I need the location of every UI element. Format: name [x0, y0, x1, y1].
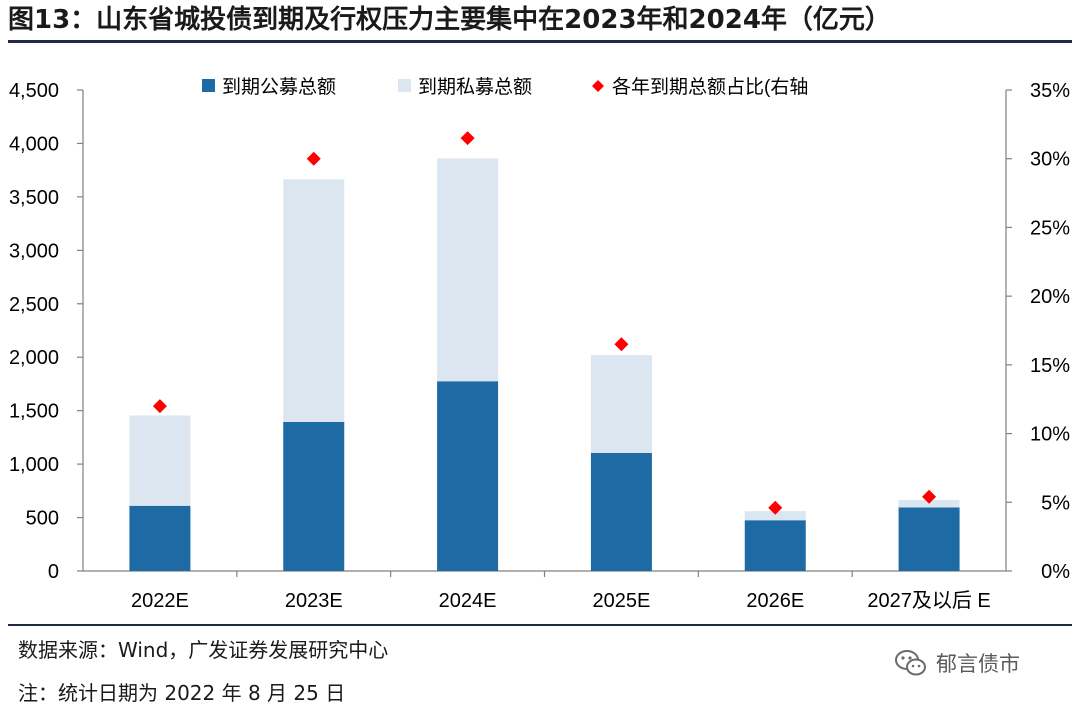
left-tick-label: 2,000	[9, 347, 59, 369]
left-tick-label: 500	[26, 508, 59, 530]
x-tick-label: 2026E	[746, 590, 804, 612]
markers-group	[152, 131, 937, 515]
legend-swatch-1	[398, 79, 411, 92]
right-tick-label: 15%	[1030, 355, 1070, 377]
title-divider	[8, 40, 1072, 43]
x-tick-label: 2025E	[592, 590, 650, 612]
watermark: 郁言债市	[894, 646, 1020, 680]
x-tick-label: 2022E	[131, 590, 189, 612]
legend-label-1: 到期私募总额	[418, 76, 532, 98]
left-tick-label: 1,500	[9, 401, 59, 423]
x-tick-label: 2024E	[439, 590, 497, 612]
right-tick-label: 35%	[1030, 80, 1070, 102]
watermark-text: 郁言债市	[936, 652, 1020, 676]
bar-private-2024E	[437, 158, 499, 382]
bar-public-2027及以后 E	[898, 507, 960, 571]
left-tick-label: 0	[48, 561, 59, 583]
legend-label-0: 到期公募总额	[222, 76, 336, 98]
left-tick-label: 3,500	[9, 187, 59, 209]
bar-public-2025E	[590, 452, 652, 571]
bar-private-2022E	[129, 415, 191, 506]
right-tick-label: 25%	[1030, 217, 1070, 239]
left-tick-label: 2,500	[9, 294, 59, 316]
x-tick-label: 2023E	[285, 590, 343, 612]
left-tick-label: 4,500	[9, 80, 59, 102]
source-note: 数据来源：Wind，广发证券发展研究中心	[18, 638, 389, 662]
right-tick-label: 30%	[1030, 149, 1070, 171]
bar-public-2022E	[129, 505, 191, 571]
legend-label-2: 各年到期总额占比(右轴	[612, 76, 808, 98]
ratio-marker-2027及以后 E	[922, 489, 937, 504]
right-tick-label: 20%	[1030, 286, 1070, 308]
right-tick-label: 0%	[1041, 561, 1070, 583]
x-tick-label: 2027及以后 E	[867, 589, 990, 612]
bar-private-2025E	[590, 355, 652, 453]
axes-group	[77, 89, 1012, 577]
bars-group	[129, 158, 960, 571]
stacked-bar-chart: 0 500 1,000 1,500 2,000 2,500 3,000 3,500 4,000 4…	[9, 76, 1070, 612]
legend-swatch-2	[592, 80, 604, 92]
bar-private-2023E	[283, 179, 345, 422]
ratio-marker-2024E	[460, 131, 475, 146]
legend-swatch-0	[202, 79, 215, 92]
ratio-marker-2022E	[152, 399, 167, 414]
date-note: 注：统计日期为 2022 年 8 月 25 日	[18, 681, 346, 705]
left-tick-label: 1,000	[9, 454, 59, 476]
bar-public-2023E	[283, 421, 345, 571]
wechat-icon	[895, 650, 926, 676]
right-tick-label: 5%	[1041, 492, 1070, 514]
footer-divider	[8, 624, 1072, 626]
ratio-marker-2025E	[614, 337, 629, 352]
bar-public-2024E	[437, 381, 499, 571]
left-tick-label: 4,000	[9, 133, 59, 155]
right-tick-label: 10%	[1030, 424, 1070, 446]
tick-labels-group: 0 500 1,000 1,500 2,000 2,500 3,000 3,500 4,000 4…	[9, 80, 1070, 612]
bar-private-2026E	[744, 511, 806, 521]
left-tick-label: 3,000	[9, 240, 59, 262]
bar-public-2026E	[744, 520, 806, 571]
ratio-marker-2023E	[306, 151, 321, 166]
ratio-marker-2026E	[768, 500, 783, 515]
chart-title: 图13：山东省城投债到期及行权压力主要集中在2023年和2024年（亿元）	[8, 5, 891, 35]
legend: 到期公募总额 到期私募总额 各年到期总额占比(右轴	[202, 76, 808, 98]
